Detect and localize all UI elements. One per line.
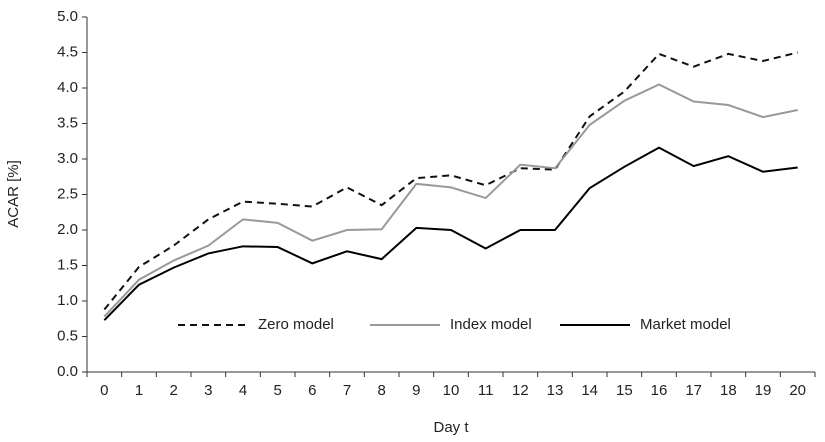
x-axis-label: Day t — [433, 419, 469, 436]
y-tick-label: 1.5 — [57, 256, 78, 273]
legend-label: Index model — [450, 316, 532, 333]
x-tick-label: 2 — [169, 382, 177, 399]
legend-label: Market model — [640, 316, 731, 333]
series-line — [103, 83, 798, 318]
x-tick-label: 20 — [789, 382, 806, 399]
y-axis-label: ACAR [%] — [5, 160, 22, 228]
x-tick-label: 11 — [478, 382, 494, 399]
x-tick-label: 6 — [308, 382, 316, 399]
y-tick-label: 0.5 — [57, 327, 78, 344]
x-tick-label: 18 — [720, 382, 737, 399]
x-tick-label: 16 — [651, 382, 668, 399]
series-line — [103, 146, 798, 321]
x-tick-label: 3 — [204, 382, 212, 399]
x-tick-label: 13 — [547, 382, 564, 399]
y-tick-label: 4.5 — [57, 43, 78, 60]
x-tick-label: 17 — [685, 382, 702, 399]
y-tick-label: 5.0 — [57, 8, 78, 25]
x-tick-label: 10 — [443, 382, 460, 399]
x-tick-label: 7 — [343, 382, 351, 399]
y-tick-label: 0.0 — [57, 363, 78, 380]
y-tick-label: 4.0 — [57, 79, 78, 96]
legend-label: Zero model — [258, 316, 334, 333]
x-tick-label: 5 — [273, 382, 281, 399]
y-tick-label: 1.0 — [57, 292, 78, 309]
x-tick-label: 9 — [412, 382, 420, 399]
x-tick-label: 14 — [581, 382, 598, 399]
x-tick-label: 0 — [100, 382, 108, 399]
x-tick-label: 15 — [616, 382, 633, 399]
y-tick-label: 3.0 — [57, 150, 78, 167]
x-tick-label: 12 — [512, 382, 529, 399]
y-tick-label: 3.5 — [57, 114, 78, 131]
y-tick-label: 2.0 — [57, 221, 78, 238]
x-tick-label: 8 — [377, 382, 385, 399]
y-tick-label: 2.5 — [57, 185, 78, 202]
x-tick-label: 1 — [135, 382, 143, 399]
x-tick-label: 4 — [239, 382, 247, 399]
x-tick-label: 19 — [755, 382, 772, 399]
series-line — [103, 51, 798, 311]
